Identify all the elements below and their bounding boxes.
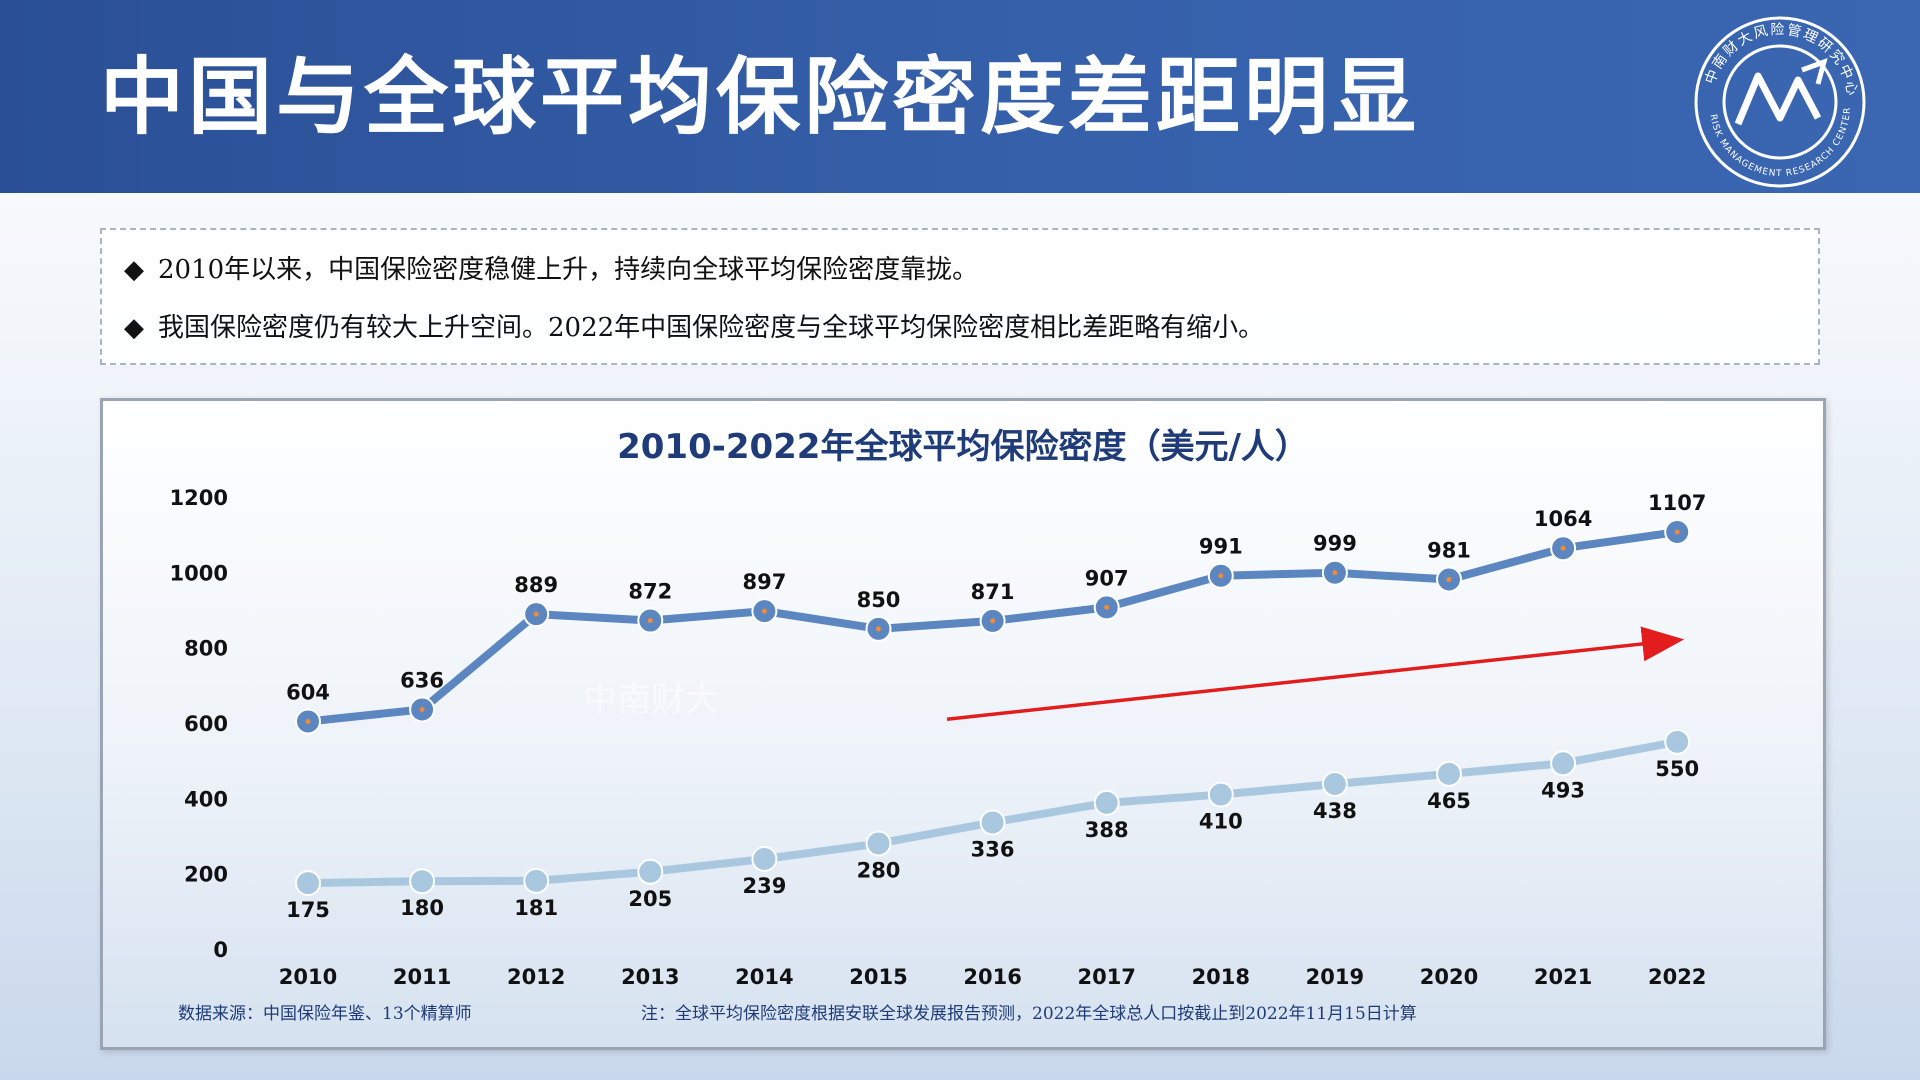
bullet-2-text: 我国保险密度仍有较大上升空间。2022年中国保险密度与全球平均保险密度相比差距略… bbox=[158, 313, 1265, 343]
x-tick-label: 2020 bbox=[1420, 965, 1478, 989]
x-tick-label: 2014 bbox=[735, 965, 793, 989]
x-tick-label: 2015 bbox=[849, 965, 907, 989]
insurance-density-chart: 2010-2022年全球平均保险密度（美元/人） 中南财大 0 200 400 600 80… bbox=[170, 427, 1707, 1024]
global-point-center bbox=[533, 611, 539, 617]
global-data-label: 604 bbox=[286, 680, 330, 704]
y-tick-label: 1000 bbox=[170, 561, 228, 585]
china-data-label: 438 bbox=[1313, 799, 1357, 823]
global-data-label: 897 bbox=[742, 570, 786, 594]
x-tick-label: 2013 bbox=[621, 965, 679, 989]
china-data-point bbox=[751, 845, 778, 872]
china-data-label: 280 bbox=[857, 859, 901, 883]
china-data-label: 181 bbox=[514, 896, 558, 920]
china-data-point bbox=[979, 809, 1006, 836]
china-data-label: 336 bbox=[971, 837, 1015, 861]
y-tick-label: 0 bbox=[213, 938, 228, 962]
global-point-center bbox=[305, 718, 311, 724]
china-data-label: 205 bbox=[628, 887, 672, 911]
y-tick-label: 600 bbox=[184, 712, 228, 736]
china-data-point bbox=[295, 870, 321, 897]
global-point-center bbox=[1104, 604, 1110, 610]
global-data-label: 850 bbox=[857, 588, 901, 612]
global-data-label: 889 bbox=[514, 573, 558, 597]
watermark-text: 中南财大 bbox=[583, 680, 719, 720]
china-data-label: 410 bbox=[1199, 810, 1243, 834]
global-data-label: 907 bbox=[1085, 566, 1129, 590]
global-point-center bbox=[1560, 545, 1566, 551]
china-data-point bbox=[523, 867, 550, 894]
china-data-point bbox=[1550, 750, 1577, 777]
global-point-center bbox=[1674, 529, 1680, 535]
china-data-point bbox=[409, 868, 436, 895]
global-data-label: 991 bbox=[1199, 535, 1243, 559]
x-tick-label: 2021 bbox=[1534, 965, 1592, 989]
bullet-1-text: 2010年以来，中国保险密度稳健上升，持续向全球平均保险密度靠拢。 bbox=[158, 255, 979, 285]
china-data-point bbox=[1321, 771, 1348, 798]
china-data-point bbox=[1436, 760, 1462, 787]
global-data-label: 981 bbox=[1427, 538, 1471, 562]
global-point-center bbox=[761, 608, 767, 614]
y-tick-label: 400 bbox=[184, 787, 228, 811]
global-point-center bbox=[419, 706, 425, 712]
y-tick-label: 1200 bbox=[170, 486, 228, 510]
china-data-label: 180 bbox=[400, 896, 444, 920]
y-tick-label: 800 bbox=[184, 637, 228, 661]
global-data-label: 1064 bbox=[1534, 507, 1592, 531]
chart-panel: 2010-2022年全球平均保险密度（美元/人） 中南财大 0 200 400 600 80… bbox=[100, 398, 1826, 1050]
china-data-point bbox=[1664, 728, 1691, 755]
china-data-point bbox=[865, 830, 892, 857]
global-data-label: 636 bbox=[400, 668, 444, 692]
chart-title: 2010-2022年全球平均保险密度（美元/人） bbox=[617, 427, 1309, 467]
china-data-label: 465 bbox=[1427, 789, 1471, 813]
page-title: 中国与全球平均保险密度差距明显 bbox=[100, 48, 1421, 146]
x-tick-label: 2018 bbox=[1192, 965, 1250, 989]
china-data-label: 493 bbox=[1541, 778, 1585, 802]
diamond-bullet-icon: ◆ bbox=[124, 255, 144, 285]
global-data-label: 1107 bbox=[1648, 491, 1706, 515]
x-tick-label: 2010 bbox=[279, 965, 337, 989]
global-point-center bbox=[876, 626, 881, 632]
chart-note: 注：全球平均保险密度根据安联全球发展报告预测，2022年全球总人口按截止到202… bbox=[641, 1004, 1417, 1024]
global-point-center bbox=[1446, 576, 1452, 582]
global-point-center bbox=[1218, 573, 1224, 579]
chart-source: 数据来源：中国保险年鉴、13个精算师 bbox=[178, 1004, 472, 1024]
bullet-2: ◆ 我国保险密度仍有较大上升空间。2022年中国保险密度与全球平均保险密度相比差距… bbox=[124, 310, 1264, 346]
x-tick-label: 2016 bbox=[963, 965, 1021, 989]
x-tick-label: 2019 bbox=[1306, 965, 1364, 989]
bullet-1: ◆ 2010年以来，中国保险密度稳健上升，持续向全球平均保险密度靠拢。 bbox=[124, 252, 978, 288]
trend-arrow bbox=[946, 626, 1685, 721]
x-tick-label: 2012 bbox=[507, 965, 565, 989]
research-center-logo-icon: 中南财大风险管理研究中心 RISK MANAGEMENT RESEARCH CE… bbox=[1690, 14, 1866, 188]
global-point-center bbox=[990, 618, 996, 624]
china-data-point bbox=[1093, 789, 1120, 816]
china-data-label: 388 bbox=[1085, 818, 1129, 842]
x-tick-label: 2011 bbox=[393, 965, 451, 989]
x-tick-label: 2017 bbox=[1077, 965, 1135, 989]
china-data-point bbox=[1207, 781, 1234, 808]
global-data-label: 871 bbox=[971, 580, 1015, 604]
global-data-label: 999 bbox=[1313, 532, 1357, 556]
header-banner: 中国与全球平均保险密度差距明显 中南财大风险管理研究中心 RISK MANAGE… bbox=[0, 0, 1920, 193]
china-data-label: 175 bbox=[286, 898, 330, 922]
y-tick-label: 200 bbox=[184, 863, 228, 887]
summary-box: ◆ 2010年以来，中国保险密度稳健上升，持续向全球平均保险密度靠拢。 ◆ 我国保险… bbox=[100, 228, 1820, 365]
china-data-point bbox=[637, 858, 664, 885]
china-data-label: 550 bbox=[1655, 757, 1699, 781]
x-tick-label: 2022 bbox=[1648, 965, 1706, 989]
global-point-center bbox=[1332, 570, 1338, 576]
diamond-bullet-icon: ◆ bbox=[124, 313, 144, 343]
global-point-center bbox=[647, 618, 653, 624]
china-data-label: 239 bbox=[742, 874, 786, 898]
global-data-label: 872 bbox=[628, 580, 672, 604]
